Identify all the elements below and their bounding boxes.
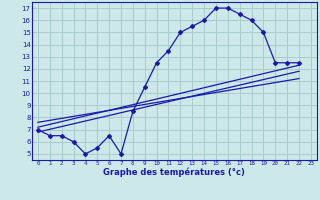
X-axis label: Graphe des températures (°c): Graphe des températures (°c) xyxy=(103,168,245,177)
